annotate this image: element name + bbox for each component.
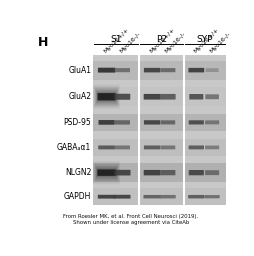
FancyBboxPatch shape: [94, 87, 118, 106]
FancyBboxPatch shape: [143, 145, 160, 149]
Bar: [93, 113, 225, 131]
Text: NLGN2: NLGN2: [65, 168, 91, 177]
FancyBboxPatch shape: [96, 168, 116, 177]
FancyBboxPatch shape: [97, 169, 116, 176]
FancyBboxPatch shape: [204, 195, 219, 198]
Bar: [93, 188, 225, 205]
Text: Myo16-/-: Myo16-/-: [164, 31, 186, 54]
FancyBboxPatch shape: [187, 195, 204, 198]
Text: H: H: [38, 36, 48, 49]
FancyBboxPatch shape: [159, 195, 175, 198]
FancyBboxPatch shape: [114, 68, 130, 72]
FancyBboxPatch shape: [160, 145, 174, 149]
FancyBboxPatch shape: [204, 146, 218, 149]
FancyBboxPatch shape: [95, 166, 117, 180]
FancyBboxPatch shape: [97, 93, 115, 101]
FancyBboxPatch shape: [188, 68, 203, 72]
FancyBboxPatch shape: [204, 170, 218, 175]
FancyBboxPatch shape: [205, 68, 218, 72]
FancyBboxPatch shape: [160, 94, 175, 100]
FancyBboxPatch shape: [114, 195, 130, 199]
Bar: [93, 55, 225, 204]
FancyBboxPatch shape: [143, 170, 160, 175]
FancyBboxPatch shape: [114, 94, 130, 100]
Text: Myo16-/-: Myo16-/-: [118, 31, 141, 54]
Text: Myo16+/+: Myo16+/+: [103, 27, 130, 54]
Text: GABAₐα1: GABAₐα1: [57, 143, 91, 152]
FancyBboxPatch shape: [95, 89, 117, 104]
Bar: [93, 139, 225, 156]
FancyBboxPatch shape: [160, 68, 175, 72]
Text: Myo16+/+: Myo16+/+: [192, 27, 219, 54]
FancyBboxPatch shape: [204, 94, 218, 99]
FancyBboxPatch shape: [160, 120, 174, 124]
Text: GAPDH: GAPDH: [64, 192, 91, 201]
FancyBboxPatch shape: [97, 93, 115, 100]
FancyBboxPatch shape: [98, 145, 115, 149]
Bar: [93, 61, 225, 80]
Text: P2: P2: [155, 35, 166, 44]
FancyBboxPatch shape: [96, 167, 117, 178]
FancyBboxPatch shape: [114, 170, 130, 175]
FancyBboxPatch shape: [188, 170, 203, 175]
FancyBboxPatch shape: [143, 120, 160, 125]
Text: GluA2: GluA2: [68, 92, 91, 101]
Text: Myo16+/+: Myo16+/+: [148, 27, 175, 54]
FancyBboxPatch shape: [143, 68, 160, 72]
FancyBboxPatch shape: [143, 94, 160, 100]
FancyBboxPatch shape: [98, 120, 114, 125]
Text: GluA1: GluA1: [68, 66, 91, 75]
Text: S1: S1: [110, 35, 121, 44]
FancyBboxPatch shape: [188, 94, 202, 100]
FancyBboxPatch shape: [94, 163, 119, 182]
FancyBboxPatch shape: [188, 120, 203, 124]
FancyBboxPatch shape: [143, 195, 160, 198]
FancyBboxPatch shape: [96, 91, 117, 103]
FancyBboxPatch shape: [204, 120, 218, 124]
FancyBboxPatch shape: [98, 195, 115, 199]
Bar: [93, 163, 225, 182]
Text: SYP: SYP: [196, 35, 212, 44]
FancyBboxPatch shape: [160, 170, 175, 175]
Text: PSD-95: PSD-95: [63, 118, 91, 127]
FancyBboxPatch shape: [188, 145, 203, 149]
Text: Shown under license agreement via CiteAb: Shown under license agreement via CiteAb: [72, 220, 188, 225]
Bar: [93, 87, 225, 106]
Text: Myo16-/-: Myo16-/-: [208, 31, 231, 54]
FancyBboxPatch shape: [97, 92, 116, 102]
FancyBboxPatch shape: [95, 88, 118, 105]
FancyBboxPatch shape: [114, 120, 130, 125]
FancyBboxPatch shape: [98, 68, 115, 73]
FancyBboxPatch shape: [97, 169, 115, 176]
FancyBboxPatch shape: [114, 145, 130, 149]
Text: From Roesler MK, et al. Front Cell Neurosci (2019).: From Roesler MK, et al. Front Cell Neuro…: [63, 214, 198, 219]
FancyBboxPatch shape: [94, 165, 118, 181]
